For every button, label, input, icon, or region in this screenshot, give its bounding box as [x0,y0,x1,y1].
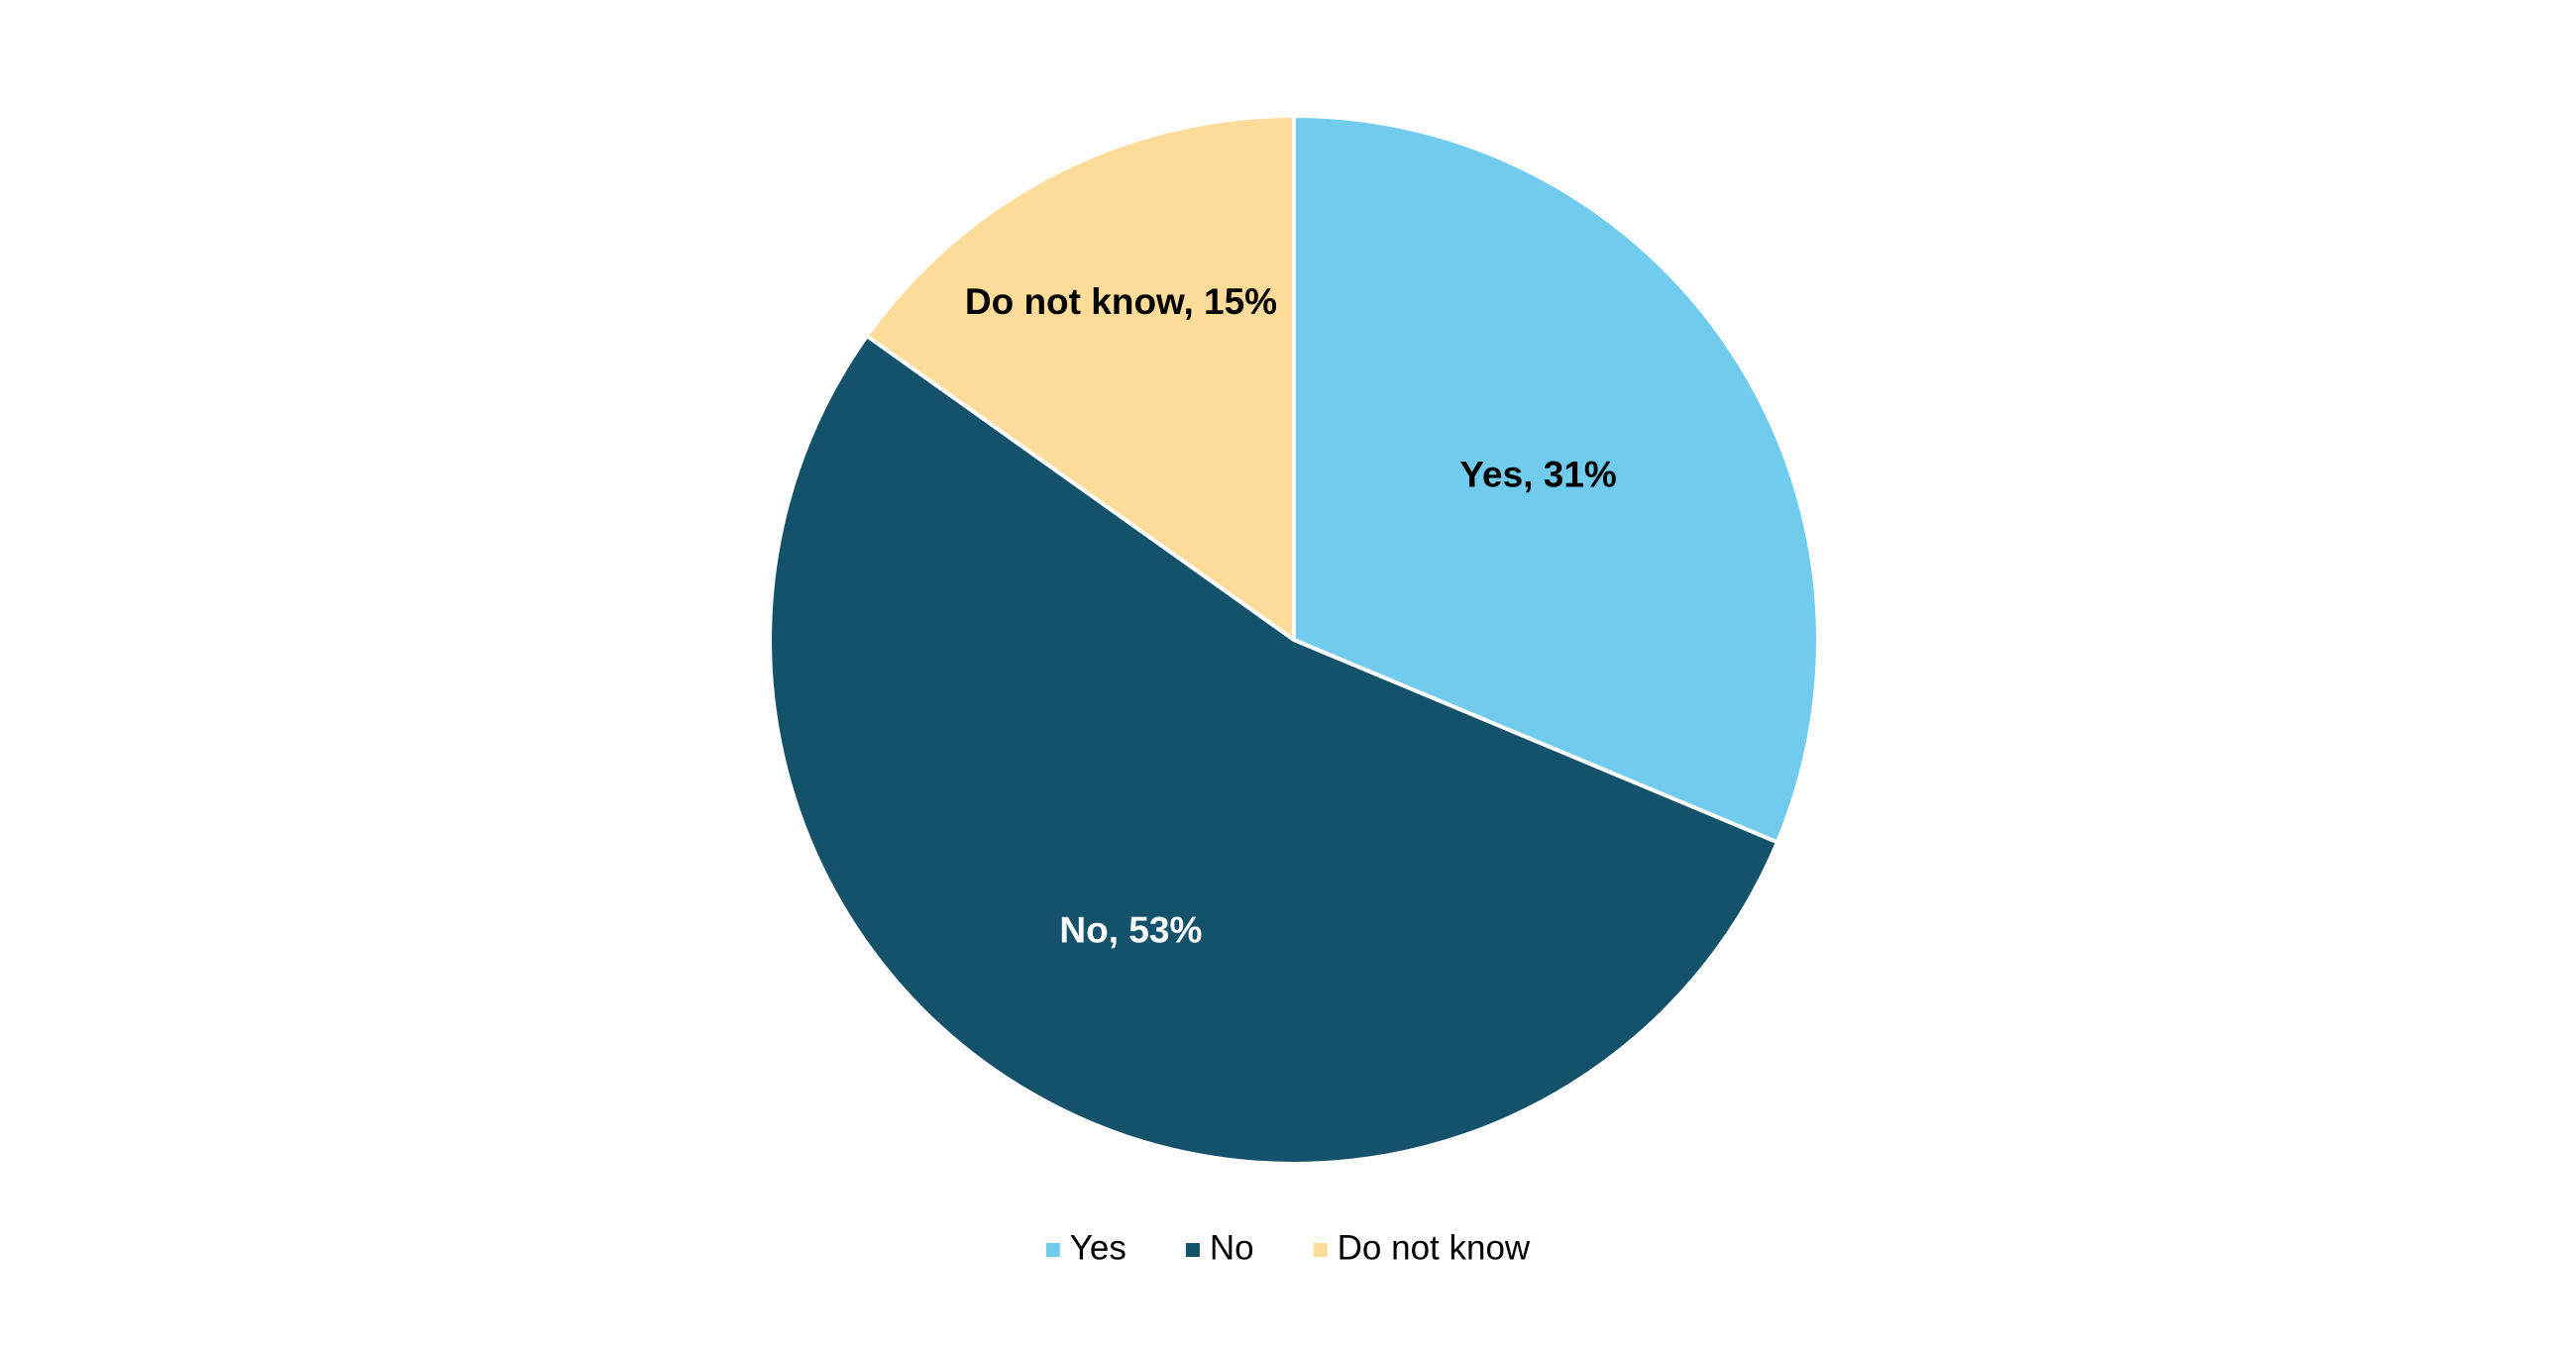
pie-slices [768,114,1821,1166]
legend-label-yes: Yes [1070,1228,1127,1267]
legend-marker-yes [1045,1243,1060,1257]
legend-item-yes: Yes [1045,1228,1127,1267]
legend-label-no: No [1210,1228,1254,1267]
slice-labels: Yes, 31% No, 53% Do not know, 15% [965,281,1617,950]
legend-marker-no [1185,1243,1200,1257]
legend-marker-do-not-know [1313,1243,1328,1257]
slice-label-no: No, 53% [1059,910,1202,951]
pie-slice-do-not-know [865,114,1296,642]
pie-slice-yes [1292,114,1821,845]
legend-item-do-not-know: Do not know [1313,1228,1531,1267]
legend-label-do-not-know: Do not know [1338,1228,1531,1267]
legend: Yes No Do not know [1045,1228,1531,1267]
pie-slice-no [768,334,1779,1166]
slice-label-do-not-know: Do not know, 15% [965,281,1277,322]
legend-item-no: No [1185,1228,1254,1267]
slice-label-yes: Yes, 31% [1459,455,1616,495]
